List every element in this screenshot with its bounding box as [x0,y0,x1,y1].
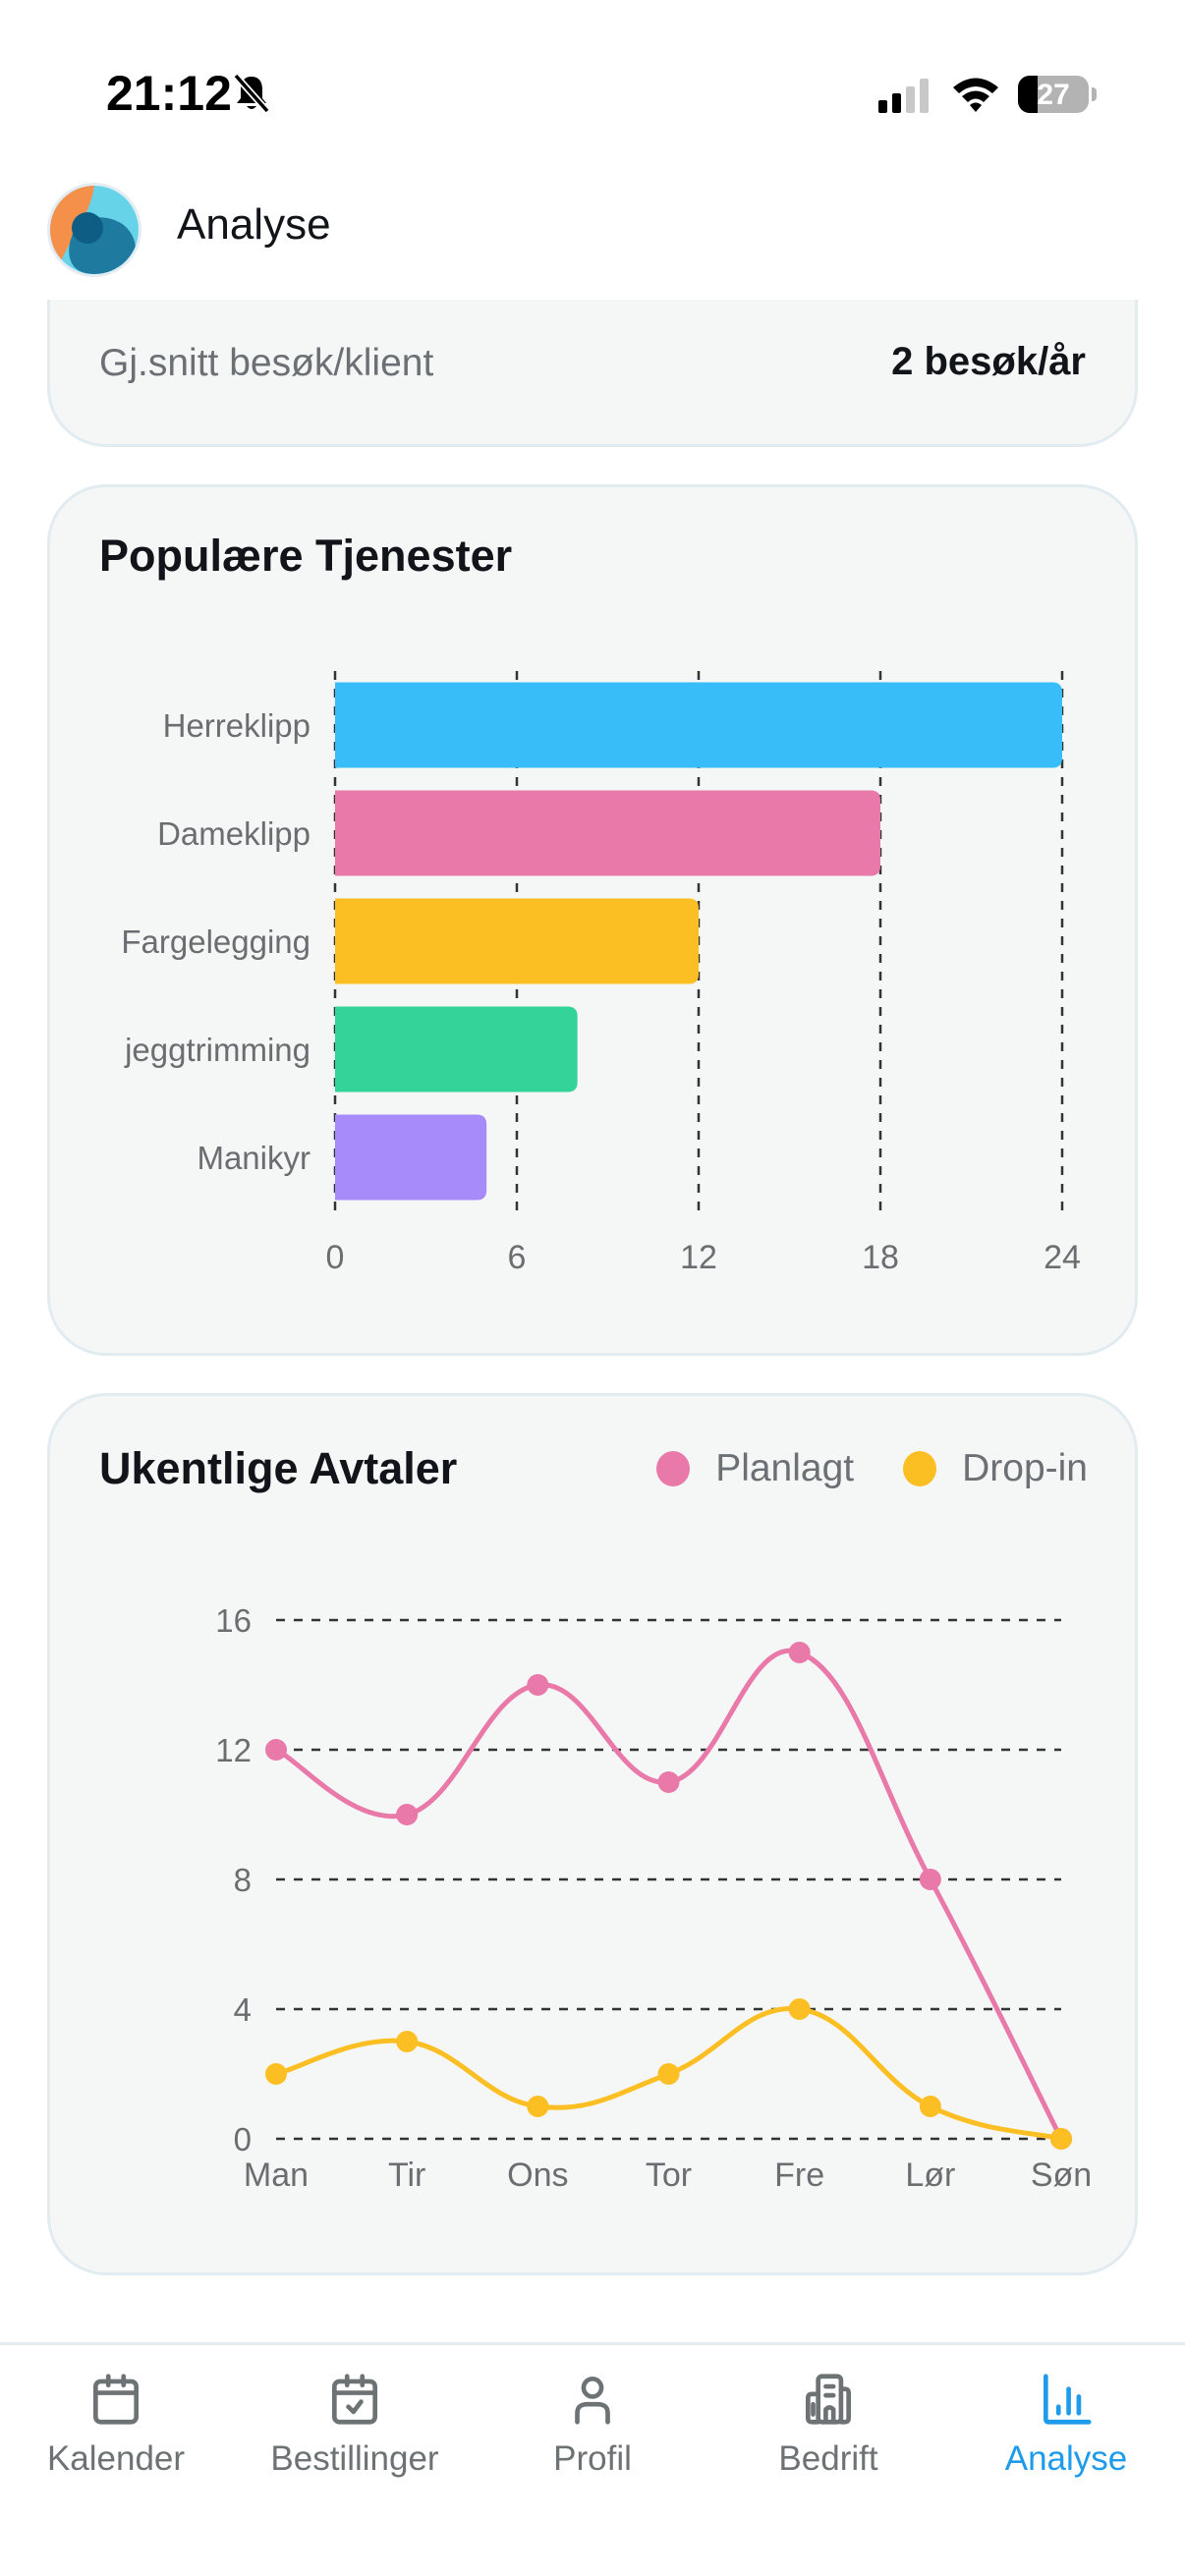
bar-manikyr [335,1114,487,1201]
x-tick-label: Man [244,2156,309,2194]
tab-profil[interactable]: Profil [484,2369,701,2496]
tab-label-bedrift: Bedrift [778,2439,878,2478]
data-point [919,1869,941,1890]
y-tick-label: 8 [234,1862,252,1898]
cellular-signal-icon [878,79,929,113]
x-tick-label: 12 [680,1239,717,1276]
tab-bedrift[interactable]: Bedrift [720,2369,936,2496]
y-tick-label: 16 [215,1602,252,1639]
building-icon [806,2374,851,2425]
data-point [919,2096,941,2117]
bar-chart-icon [1044,2374,1092,2425]
app-logo [47,183,141,277]
data-point [396,2031,419,2052]
tab-label-analyse: Analyse [1004,2439,1128,2478]
series-planlagt [265,1642,1072,2150]
legend-dot-planlagt [656,1451,691,1486]
avg-visits-value: 2 besøk/år [891,340,1086,383]
x-tick-label: Lør [905,2156,955,2194]
x-tick-label: 24 [1044,1239,1081,1276]
legend-item-drop-in: Drop-in [903,1447,1088,1490]
legend-item-planlagt: Planlagt [656,1447,854,1490]
data-point [657,1771,680,1793]
y-category-label: Herreklipp [163,707,310,744]
x-tick-label: Ons [507,2156,568,2194]
data-point [396,1804,419,1825]
tab-label-profil: Profil [553,2439,632,2478]
tab-kalender[interactable]: Kalender [8,2369,224,2496]
tab-analyse[interactable]: Analyse [958,2369,1174,2496]
data-point [788,1642,811,1663]
weekly-appointments-card: Ukentlige Avtaler Planlagt Drop-in 0 4 8 12… [47,1393,1138,2275]
y-category-label: Manikyr [197,1140,310,1176]
y-category-label: Fargelegging [121,924,310,960]
legend-label-planlagt: Planlagt [715,1447,855,1489]
bar-dameklipp [335,790,880,876]
x-tick-label: 0 [326,1239,345,1276]
tab-label-kalender: Kalender [46,2439,186,2478]
y-tick-label: 4 [234,1991,252,2028]
page-title: Analyse [177,200,331,249]
y-tick-label: 12 [215,1732,252,1768]
x-tick-label: Søn [1031,2156,1092,2194]
data-point [265,2063,287,2085]
bar-fargelegging [335,898,699,984]
weekly-appointments-line-chart: 0 4 8 12 16 Man Tir Ons Tor Fre Lør Søn [215,1602,1092,2194]
y-tick-label: 0 [234,2121,252,2157]
user-icon [575,2377,610,2425]
calendar-icon [93,2374,139,2425]
calendar-check-icon [332,2374,377,2425]
avg-visits-label: Gj.snitt besøk/klient [99,342,434,384]
x-tick-label: Fre [774,2156,824,2194]
battery-percent: 27 [1037,79,1070,111]
tab-bestillinger[interactable]: Bestillinger [247,2369,463,2496]
app-header: Analyse [0,147,1185,300]
data-point [657,2063,680,2085]
x-tick-label: 6 [508,1239,527,1276]
tab-label-bestillinger: Bestillinger [270,2439,439,2478]
data-point [1050,2128,1072,2150]
y-category-label: jeggtrimming [124,1032,310,1068]
x-tick-label: 18 [862,1239,899,1276]
status-time: 21:12 [106,66,232,121]
chart-legend: Planlagt Drop-in [607,1447,1088,1490]
status-bar: 21:12 27 [0,0,1185,147]
x-tick-label: Tir [388,2156,425,2194]
battery-tip [1092,87,1097,101]
popular-services-title: Populære Tjenester [99,531,513,581]
series-drop-in [265,1998,1072,2150]
series-line [274,1648,1064,2141]
popular-services-card: Populære Tjenester 0 6 12 18 24 Herreklipp Dam… [47,484,1138,1356]
bottom-tab-bar: Kalender Bestillinger Profil Bedrift Ana… [0,2342,1185,2576]
weekly-appointments-title: Ukentlige Avtaler [99,1443,458,1493]
data-point [265,1739,287,1761]
legend-label-drop-in: Drop-in [962,1447,1088,1489]
legend-dot-drop-in [903,1451,937,1486]
data-point [788,1998,811,2020]
x-tick-label: Tor [646,2156,692,2194]
y-category-label: Dameklipp [157,815,310,852]
bar-jeggtrimming [335,1006,578,1092]
bar-herreklipp [335,682,1062,768]
wifi-icon [953,78,998,112]
popular-services-bar-chart: 0 6 12 18 24 Herreklipp Dameklipp Fargelegging j… [121,671,1081,1276]
battery-icon: 27 [1018,76,1089,113]
data-point [527,2096,549,2117]
bell-slash-icon [233,73,270,114]
data-point [527,1674,549,1696]
